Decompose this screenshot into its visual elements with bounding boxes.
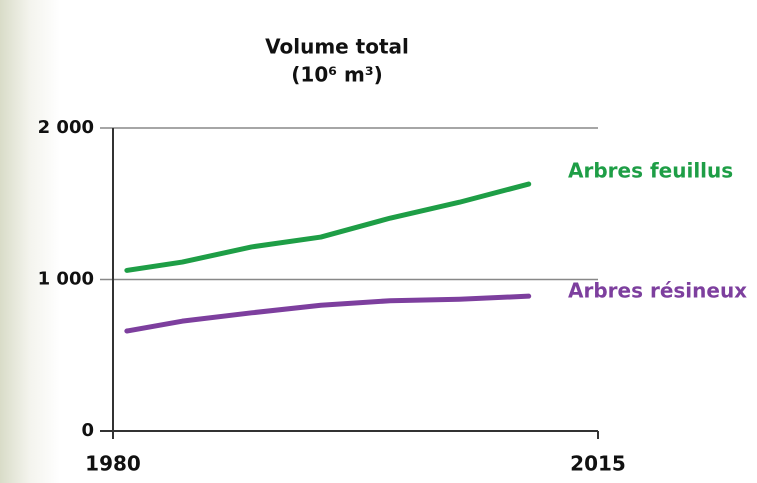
chart-title: Volume total — [265, 35, 409, 59]
x-tick-label: 2015 — [570, 452, 626, 476]
y-tick-label: 2 000 — [38, 117, 94, 138]
chart-unit: (10⁶ m³) — [291, 63, 382, 87]
y-tick-label: 0 — [81, 420, 94, 441]
series-label: Arbres feuillus — [568, 159, 733, 183]
series-line — [124, 181, 532, 273]
x-tick-label: 1980 — [85, 452, 141, 476]
series-label: Arbres résineux — [568, 279, 747, 303]
y-tick-label: 1 000 — [38, 269, 94, 290]
series-line — [124, 293, 532, 334]
